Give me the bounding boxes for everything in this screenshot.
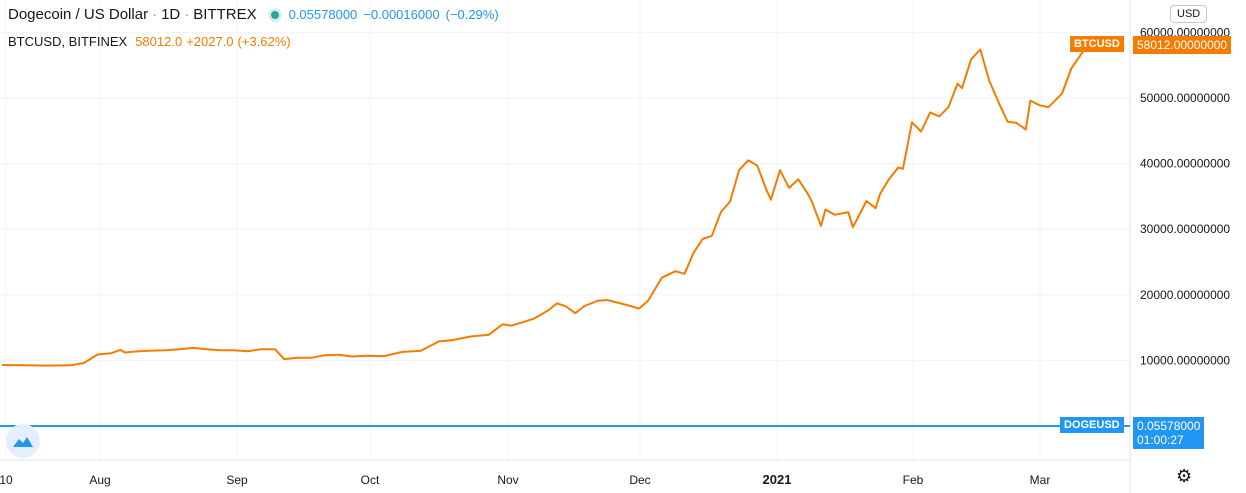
time-tick-label: 2021: [763, 472, 792, 487]
compare-symbol-legend[interactable]: BTCUSD, BITFINEX 58012.0 +2027.0 (+3.62%): [8, 34, 295, 49]
doge-last-price: 0.05578000: [1137, 419, 1201, 433]
price-tick-label: 50000.00000000: [1140, 91, 1230, 105]
last-price: 0.05578000: [288, 7, 358, 22]
time-axis[interactable]: 10 Aug Sep Oct Nov Dec 2021 Feb Mar: [0, 472, 1050, 487]
price-tick-label: 20000.00000000: [1140, 288, 1230, 302]
interval-label[interactable]: 1D: [161, 6, 181, 23]
tradingview-logo-icon[interactable]: [6, 424, 40, 458]
btc-ticker-badge: BTCUSD: [1070, 36, 1124, 53]
bar-countdown: 01:00:27: [1137, 433, 1184, 447]
price-change-percent: (−0.29%): [445, 7, 499, 22]
compare-last-price: 58012.0: [135, 34, 183, 49]
price-tick-label: 30000.00000000: [1140, 222, 1230, 236]
settings-gear-icon[interactable]: ⚙: [1176, 466, 1193, 486]
symbol-name[interactable]: Dogecoin / US Dollar: [8, 6, 149, 23]
exchange-label: BITTREX: [193, 6, 257, 23]
btc-price-label: 58012.00000000: [1133, 36, 1232, 55]
time-tick-label: 10: [0, 473, 13, 487]
time-tick-label: Mar: [1030, 473, 1051, 487]
currency-button[interactable]: USD: [1170, 5, 1208, 23]
btc-price-line: [1, 44, 1095, 367]
time-tick-label: Oct: [361, 473, 380, 487]
chart-grid: [0, 0, 1131, 493]
market-status-icon[interactable]: [270, 10, 279, 19]
compare-price-change-percent: (+3.62%): [237, 34, 291, 49]
time-tick-label: Feb: [903, 473, 924, 487]
doge-ticker-badge: DOGEUSD: [1060, 417, 1124, 433]
time-tick-label: Aug: [89, 473, 110, 487]
doge-price-label: 0.05578000 01:00:27: [1133, 417, 1205, 449]
time-tick-label: Sep: [226, 473, 248, 487]
time-tick-label: Nov: [497, 473, 518, 487]
price-axis[interactable]: 10000.00000000 20000.00000000 30000.000000…: [1140, 25, 1230, 367]
main-symbol-legend[interactable]: Dogecoin / US Dollar · 1D · BITTREX 0.0557800…: [8, 6, 499, 23]
price-tick-label: 60000.00000000: [1140, 25, 1230, 39]
price-tick-label: 40000.00000000: [1140, 157, 1230, 171]
compare-price-change: +2027.0: [186, 34, 234, 49]
time-tick-label: Dec: [629, 473, 650, 487]
compare-symbol-name[interactable]: BTCUSD, BITFINEX: [8, 34, 128, 49]
price-tick-label: 10000.00000000: [1140, 353, 1230, 367]
price-change: −0.00016000: [363, 7, 440, 22]
